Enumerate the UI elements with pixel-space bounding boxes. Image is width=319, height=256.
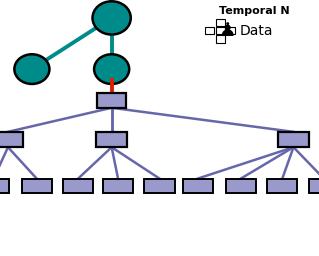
Bar xyxy=(144,179,174,193)
Text: ⬜: ⬜ xyxy=(219,22,229,40)
Ellipse shape xyxy=(14,54,49,84)
Bar xyxy=(0,179,9,193)
Bar xyxy=(103,179,133,193)
Bar xyxy=(226,179,256,193)
Text: Temporal N: Temporal N xyxy=(219,6,289,16)
Bar xyxy=(182,179,213,193)
Bar xyxy=(63,179,93,193)
Ellipse shape xyxy=(93,1,131,35)
Bar xyxy=(216,19,225,26)
Bar xyxy=(205,27,214,34)
Ellipse shape xyxy=(94,54,129,84)
Bar xyxy=(0,132,23,147)
Bar xyxy=(216,35,225,42)
Text: ♟: ♟ xyxy=(219,21,236,40)
Bar xyxy=(97,93,126,108)
Bar xyxy=(278,132,309,147)
Bar xyxy=(22,179,52,193)
Text: Data: Data xyxy=(239,24,273,38)
Bar xyxy=(267,179,298,193)
Bar xyxy=(96,132,127,147)
Bar xyxy=(308,179,319,193)
Bar xyxy=(226,27,235,34)
Bar xyxy=(216,27,225,34)
